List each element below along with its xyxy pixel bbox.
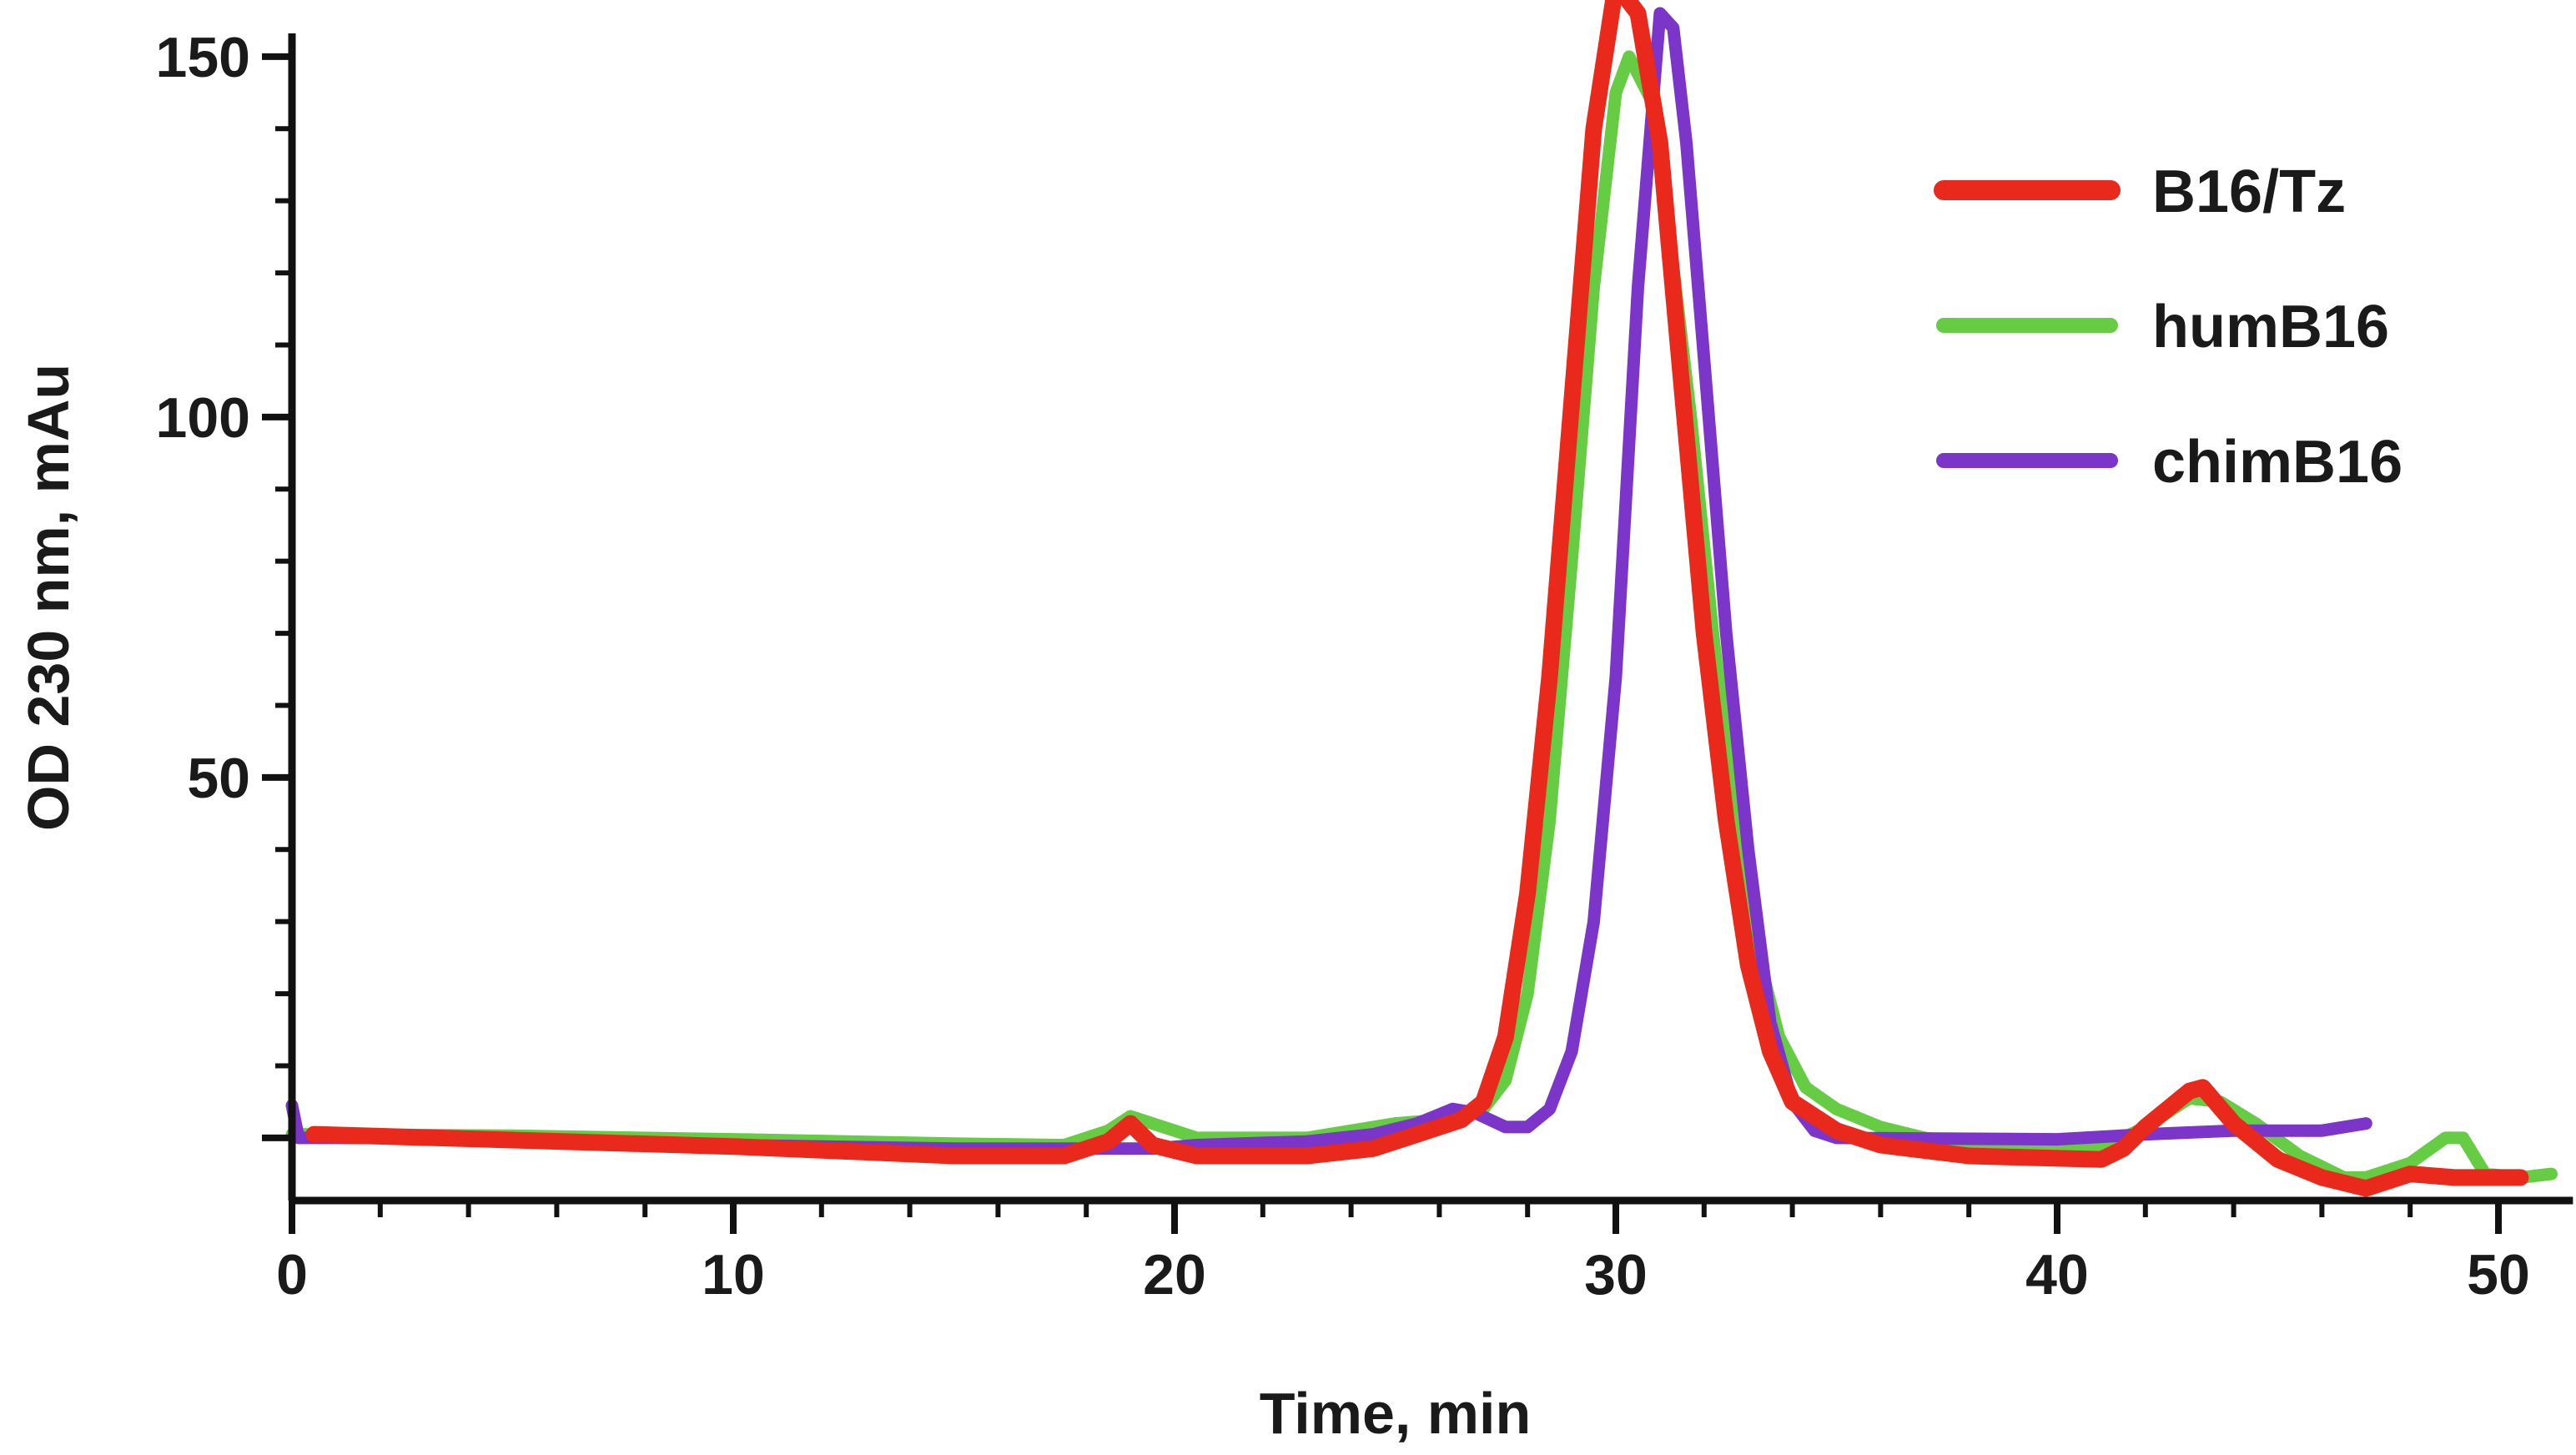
series-line-b16-tz [305, 0, 2529, 1197]
x-tick-label: 10 [702, 1243, 765, 1306]
y-tick-label: 50 [187, 747, 250, 810]
y-tick-label: 100 [156, 386, 250, 450]
legend-label-chimb16: chimB16 [2152, 429, 2402, 496]
y-axis-title: OD 230 nm, mAu [16, 364, 81, 831]
x-tick-label: 0 [276, 1243, 308, 1306]
series-layer [285, 0, 2558, 1197]
x-axis-title: Time, min [1260, 1381, 1531, 1446]
tick-labels: 0 10 20 30 40 50 50 100 150 [156, 26, 2530, 1306]
x-tick-label: 50 [2467, 1243, 2530, 1306]
axes-layer [262, 33, 2573, 1234]
legend: B16/Tz humB16 chimB16 [1934, 159, 2402, 496]
legend-label-humb16: humB16 [2152, 294, 2389, 360]
y-tick-label: 150 [156, 26, 250, 89]
x-tick-label: 20 [1143, 1243, 1206, 1306]
x-tick-label: 30 [1584, 1243, 1648, 1306]
x-tick-label: 40 [2025, 1243, 2089, 1306]
legend-label-b16-tz: B16/Tz [2152, 159, 2346, 225]
